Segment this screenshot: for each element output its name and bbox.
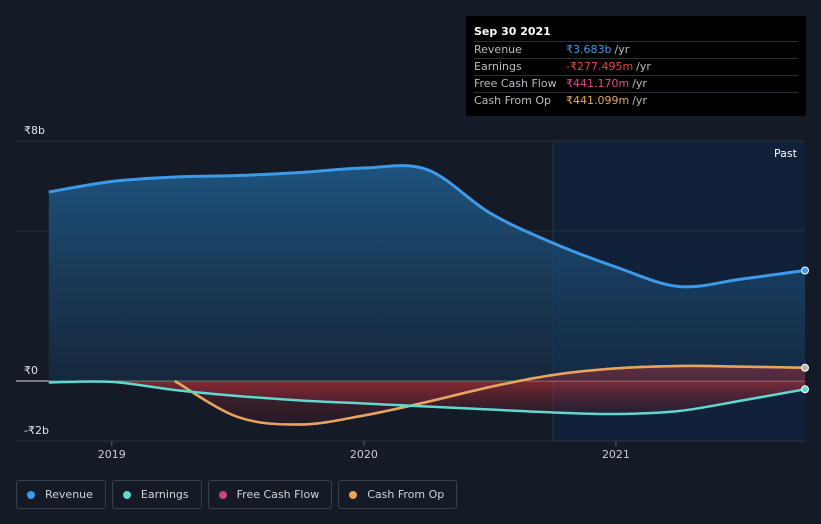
tooltip-unit: /yr (632, 77, 647, 90)
tooltip-row-cash-from-op: Cash From Op ₹441.099m /yr (474, 92, 798, 109)
legend-dot-icon (27, 490, 35, 499)
tooltip-row-revenue: Revenue ₹3.683b /yr (474, 41, 798, 58)
legend-item-free-cash-flow[interactable]: Free Cash Flow (207, 480, 333, 509)
legend-label: Free Cash Flow (236, 488, 320, 501)
tooltip-row-earnings: Earnings -₹277.495m /yr (474, 58, 798, 75)
past-region-label: Past (774, 147, 797, 160)
revenue-area (48, 165, 806, 381)
tooltip-value: ₹441.099m (566, 94, 630, 107)
cash-from-op-line (174, 364, 806, 426)
tooltip-unit: /yr (614, 43, 630, 56)
x-tick-label: 2019 (98, 448, 126, 461)
tooltip-unit: /yr (636, 60, 651, 73)
legend-dot-icon (349, 490, 358, 499)
tooltip-value: ₹441.170m (566, 77, 630, 90)
legend-item-earnings[interactable]: Earnings (111, 480, 202, 509)
x-tick-label: 2021 (602, 448, 630, 461)
tooltip-label: Free Cash Flow (474, 77, 557, 90)
cash-from-op-end-point (801, 363, 809, 372)
legend-item-cash-from-op[interactable]: Cash From Op (338, 480, 458, 509)
earnings-line (48, 380, 806, 416)
tooltip-date: Sep 30 2021 (474, 25, 551, 38)
tooltip-value: ₹3.683b (566, 43, 612, 56)
legend-dot-icon (218, 490, 227, 499)
tooltip-unit: /yr (632, 94, 647, 107)
revenue-end-point (801, 266, 809, 275)
legend-label: Cash From Op (367, 488, 445, 501)
tooltip-label: Cash From Op (474, 94, 552, 107)
earnings-end-point (801, 385, 809, 394)
tooltip-label: Earnings (474, 60, 522, 73)
tooltip-label: Revenue (474, 43, 522, 56)
x-tick-label: 2020 (350, 448, 378, 461)
legend-dot-icon (122, 490, 131, 499)
legend: Revenue Earnings Free Cash Flow Cash Fro… (16, 480, 458, 509)
revenue-line (48, 164, 806, 289)
legend-label: Revenue (45, 488, 93, 501)
tooltip-value: -₹277.495m (566, 60, 634, 73)
y-tick-label: -₹2b (24, 424, 49, 437)
free-cash-flow-area (174, 365, 806, 425)
tooltip: Sep 30 2021 Revenue ₹3.683b /yr Earnings… (466, 16, 806, 116)
legend-label: Earnings (140, 488, 189, 501)
legend-item-revenue[interactable]: Revenue (16, 480, 106, 509)
y-tick-label: ₹0 (24, 364, 38, 377)
y-tick-label: ₹8b (24, 124, 45, 137)
tooltip-row-free-cash-flow: Free Cash Flow ₹441.170m /yr (474, 75, 798, 92)
